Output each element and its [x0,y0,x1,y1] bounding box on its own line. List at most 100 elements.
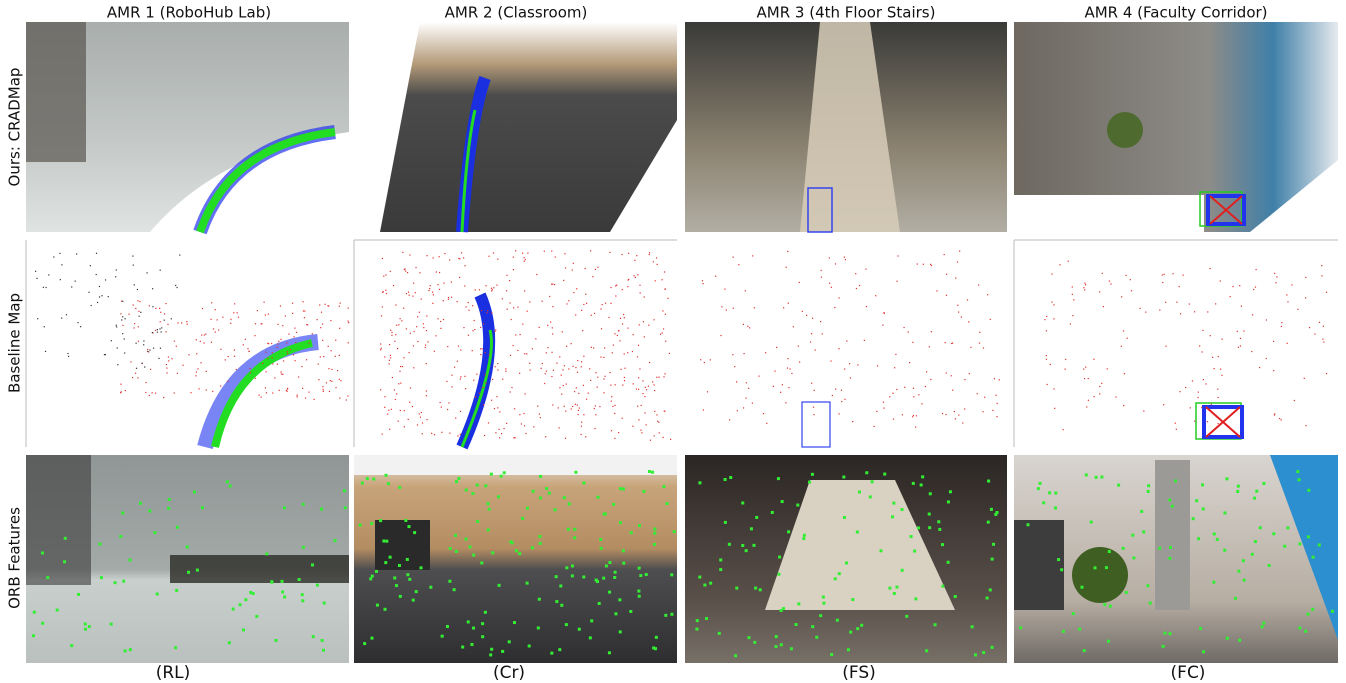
feature-point [296,332,297,333]
feature-point [385,540,388,543]
feature-point [257,310,258,311]
feature-point [605,564,608,567]
feature-point [244,598,247,601]
feature-point [515,549,518,552]
feature-point [583,356,584,357]
feature-point [502,298,503,299]
feature-point [472,305,473,306]
feature-point [389,363,390,364]
feature-point [579,407,580,408]
feature-point [135,308,136,309]
feature-point [777,573,780,576]
feature-point [1212,357,1213,358]
feature-point [41,551,44,554]
feature-point [419,312,420,313]
feature-point [599,538,602,541]
feature-point [921,403,922,404]
feature-point [285,315,286,316]
feature-point [1083,649,1086,652]
feature-point [789,368,790,369]
feature-point [280,305,281,306]
feature-point [586,303,587,304]
feature-point [667,298,668,299]
feature-point [627,352,628,353]
feature-point [820,321,821,322]
feature-point [1047,384,1048,385]
feature-point [371,575,374,578]
feature-point [1162,645,1165,648]
feature-point [402,252,403,253]
feature-point [388,410,389,411]
feature-point [595,414,596,415]
feature-point [243,344,244,345]
feature-point [497,363,498,364]
feature-point [482,348,483,349]
feature-point [451,375,452,376]
feature-point [640,430,641,431]
feature-point [1121,346,1122,347]
feature-point [766,423,767,424]
feature-point [197,368,198,369]
feature-point [1242,559,1245,562]
feature-point [323,389,324,390]
feature-point [553,370,554,371]
feature-point [642,393,643,394]
feature-point [945,414,946,415]
feature-point [121,391,122,392]
column-code: (FS) [842,663,876,683]
feature-point [491,312,492,313]
feature-point [637,356,638,357]
feature-point [665,314,666,315]
feature-point [632,351,633,352]
feature-point [1093,359,1094,360]
feature-point [838,413,839,414]
feature-point [595,372,596,373]
feature-point [266,392,267,393]
feature-point [954,411,955,412]
feature-point [670,573,673,576]
feature-point [787,251,788,252]
feature-point [138,326,139,327]
feature-point [921,475,924,478]
feature-point [472,554,475,557]
feature-point [302,503,305,506]
feature-point [327,305,328,306]
feature-point [1195,499,1198,502]
feature-point [122,325,123,326]
feature-point [561,394,562,395]
feature-point [702,283,703,284]
feature-point [532,348,533,349]
feature-point [1201,407,1202,408]
orb-photo [354,455,677,663]
feature-point [1084,283,1085,284]
feature-point [869,495,872,498]
feature-point [393,285,394,286]
feature-point [1201,483,1204,486]
feature-point [883,408,884,409]
feature-point [196,353,197,354]
feature-point [556,363,557,364]
feature-point [928,513,931,516]
feature-point [1226,637,1229,640]
feature-point [320,508,323,511]
feature-point [659,432,660,433]
feature-point [1086,406,1087,407]
feature-point [1140,308,1141,309]
feature-point [994,513,997,516]
feature-point [1072,286,1073,287]
feature-point [639,285,640,286]
feature-point [544,251,545,252]
feature-point [492,379,493,380]
feature-point [168,360,169,361]
feature-point [551,250,552,251]
feature-point [100,576,103,579]
feature-point [331,381,332,382]
feature-point [494,408,495,409]
feature-point [298,578,301,581]
feature-point [563,496,566,499]
feature-point [734,654,737,657]
feature-point [614,612,617,615]
feature-point [561,375,562,376]
feature-point [918,394,919,395]
feature-point [513,307,514,308]
